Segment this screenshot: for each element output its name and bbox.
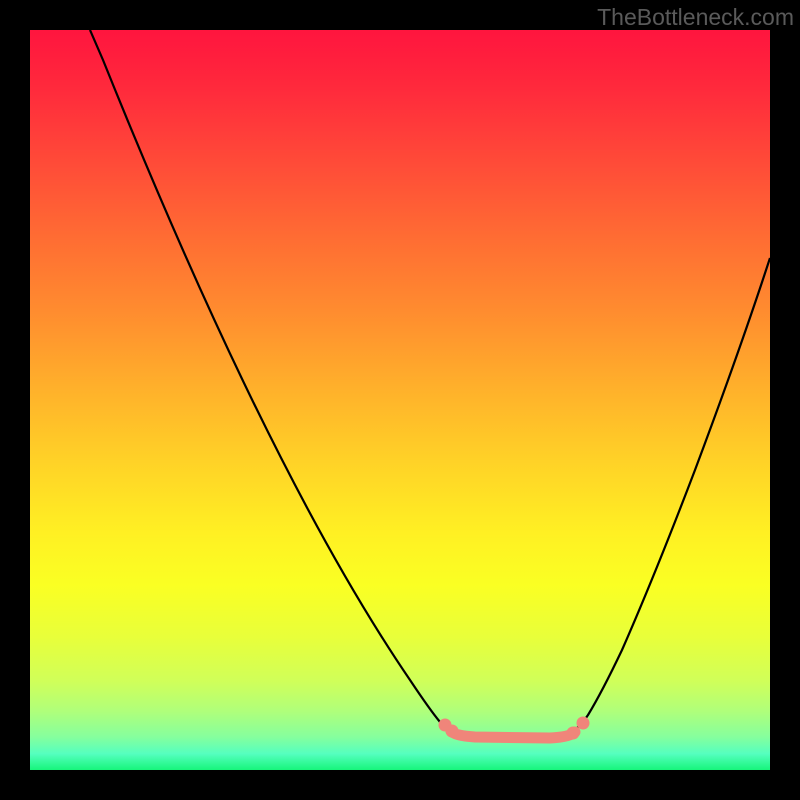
marker-3 (577, 717, 590, 730)
watermark-text: TheBottleneck.com (597, 4, 794, 31)
flat-optimal-segment (451, 731, 575, 738)
curve-left (90, 30, 455, 732)
curve-right (570, 258, 770, 732)
curve-layer (30, 30, 770, 770)
marker-2 (567, 727, 580, 740)
marker-1 (446, 725, 459, 738)
plot-area (30, 30, 770, 770)
chart-container: TheBottleneck.com (0, 0, 800, 800)
